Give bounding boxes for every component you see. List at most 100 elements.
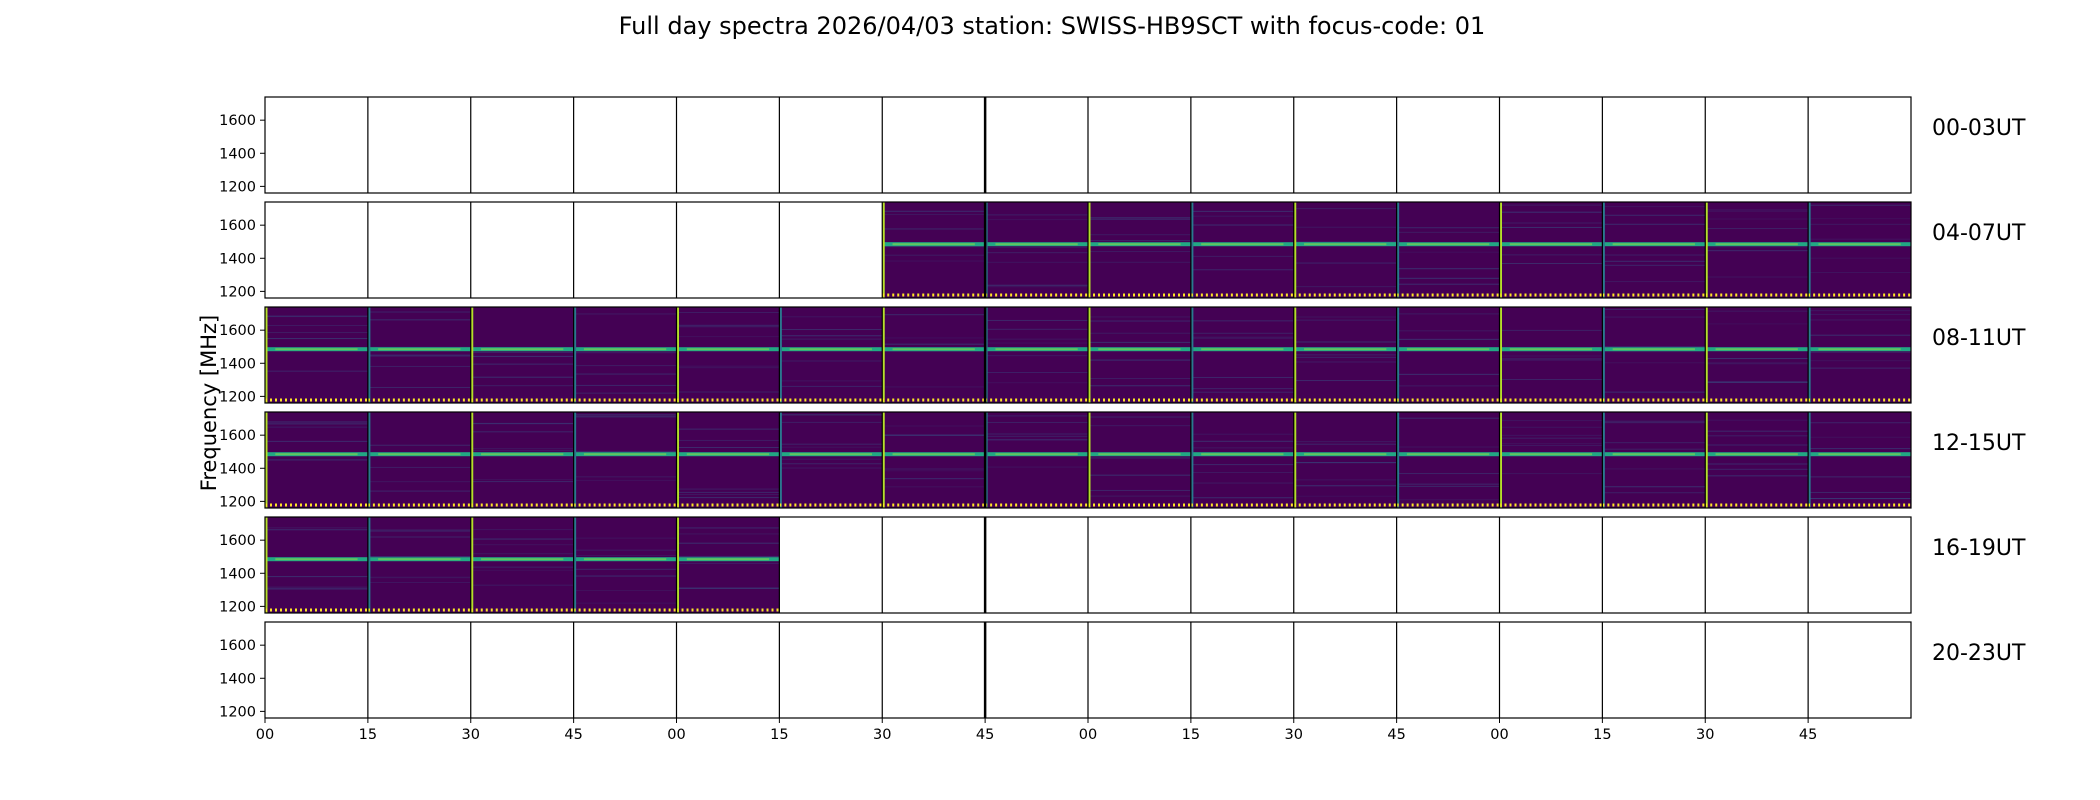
- rfi-streak: [1190, 215, 1294, 217]
- rfi-streak: [1396, 267, 1500, 269]
- spectrogram-segment: [470, 412, 574, 508]
- rfi-streak: [1499, 222, 1603, 224]
- x-tick-label: 45: [1387, 727, 1405, 743]
- rfi-streak: [1190, 433, 1294, 435]
- rfi-streak: [985, 371, 1088, 373]
- hydrogen-band-core: [995, 453, 1078, 456]
- rfi-streak: [470, 355, 574, 357]
- y-tick-label: 1400: [219, 146, 256, 162]
- rfi-streak: [779, 385, 883, 387]
- rfi-streak: [1705, 419, 1809, 421]
- rfi-streak: [676, 527, 780, 529]
- y-tick-label: 1600: [219, 113, 256, 129]
- rfi-streak: [470, 423, 574, 425]
- y-tick-label: 1200: [219, 179, 256, 195]
- rfi-streak: [1705, 444, 1809, 446]
- rfi-streak: [1293, 241, 1397, 243]
- rfi-streak: [1293, 380, 1397, 382]
- hydrogen-band-core: [275, 348, 358, 351]
- x-tick-label: 00: [1079, 727, 1097, 743]
- rfi-streak: [265, 370, 368, 372]
- rfi-streak: [573, 602, 677, 604]
- hydrogen-band-core: [583, 348, 667, 351]
- rfi-streak: [676, 439, 780, 441]
- hydrogen-band-core: [1406, 453, 1490, 456]
- rfi-streak: [1293, 441, 1397, 443]
- spectrogram-segment: [573, 517, 677, 613]
- spectra-row: 1600 1400 1200 00-03UT: [219, 96, 2026, 195]
- rfi-streak: [1705, 246, 1809, 248]
- calibration-edge: [1293, 202, 1297, 298]
- rfi-streak: [1293, 262, 1397, 264]
- rfi-streak: [1499, 357, 1603, 359]
- rfi-streak: [1705, 361, 1809, 363]
- segment-bg: [367, 412, 471, 508]
- y-tick-label: 1600: [219, 533, 256, 549]
- rfi-streak: [1705, 211, 1809, 213]
- rfi-streak: [1499, 359, 1603, 361]
- rfi-streak: [882, 425, 986, 427]
- rfi-streak: [1808, 476, 1911, 478]
- segment-bg: [1190, 412, 1294, 508]
- calibration-edge: [573, 307, 577, 403]
- spectrogram-segment: [676, 307, 780, 403]
- rfi-streak: [882, 468, 986, 470]
- spectrogram-segment: [1808, 202, 1911, 298]
- rfi-streak: [470, 569, 574, 571]
- rfi-streak: [1088, 341, 1191, 343]
- rfi-streak: [676, 533, 780, 535]
- rfi-streak: [676, 326, 780, 328]
- spectrogram-segment: [265, 307, 368, 403]
- rfi-streak: [573, 365, 677, 367]
- rfi-streak: [1190, 497, 1294, 499]
- rfi-streak: [1088, 332, 1191, 334]
- rfi-streak: [1190, 320, 1294, 322]
- rfi-streak: [882, 386, 986, 388]
- x-tick-label: 45: [976, 727, 994, 743]
- calibration-edge: [1396, 412, 1400, 508]
- rfi-streak: [1088, 378, 1191, 380]
- rfi-streak: [265, 315, 368, 317]
- calibration-edge: [1293, 412, 1297, 508]
- rfi-streak: [1293, 316, 1397, 318]
- hydrogen-band-core: [1098, 348, 1181, 351]
- row-border: [264, 411, 1912, 509]
- rfi-streak: [1293, 286, 1397, 288]
- spectrogram-segment: [1602, 202, 1706, 298]
- hydrogen-band-core: [1304, 453, 1387, 456]
- spectrogram-segment: [1088, 307, 1191, 403]
- rfi-streak: [1088, 474, 1191, 476]
- x-tick-label: 30: [462, 727, 480, 743]
- hydrogen-band-core: [1201, 453, 1284, 456]
- rfi-streak: [1396, 483, 1500, 485]
- segment-bg: [1088, 202, 1191, 298]
- rfi-streak: [1088, 457, 1191, 459]
- rfi-streak: [1088, 261, 1191, 263]
- chart-title: Full day spectra 2026/04/03 station: SWI…: [619, 12, 1486, 40]
- x-axis: 00 15 30 45 00 15 30 45 00 15 30 45 00 15 30 45: [256, 718, 1817, 743]
- rfi-streak: [985, 415, 1088, 417]
- rfi-streak: [367, 386, 471, 388]
- rfi-streak: [779, 421, 883, 423]
- rfi-streak: [779, 463, 883, 465]
- calibration-edge: [1190, 412, 1194, 508]
- rfi-streak: [1808, 436, 1911, 438]
- rfi-streak: [265, 421, 368, 423]
- rfi-streak: [985, 219, 1088, 221]
- rfi-streak: [573, 414, 677, 416]
- rfi-streak: [265, 426, 368, 428]
- y-tick-label: 1200: [219, 494, 256, 510]
- spectrogram-segment: [779, 412, 883, 508]
- spectrogram-segment: [985, 412, 1088, 508]
- segment-bg: [779, 412, 883, 508]
- rfi-streak: [1396, 277, 1500, 279]
- hydrogen-band-core: [1715, 348, 1798, 351]
- rfi-streak: [573, 549, 677, 551]
- calibration-edge: [1602, 412, 1605, 508]
- calibration-edge: [1808, 202, 1811, 298]
- rfi-streak: [367, 529, 471, 531]
- rfi-streak: [1602, 316, 1706, 318]
- rfi-streak: [573, 352, 677, 354]
- x-tick-label: 15: [359, 727, 377, 743]
